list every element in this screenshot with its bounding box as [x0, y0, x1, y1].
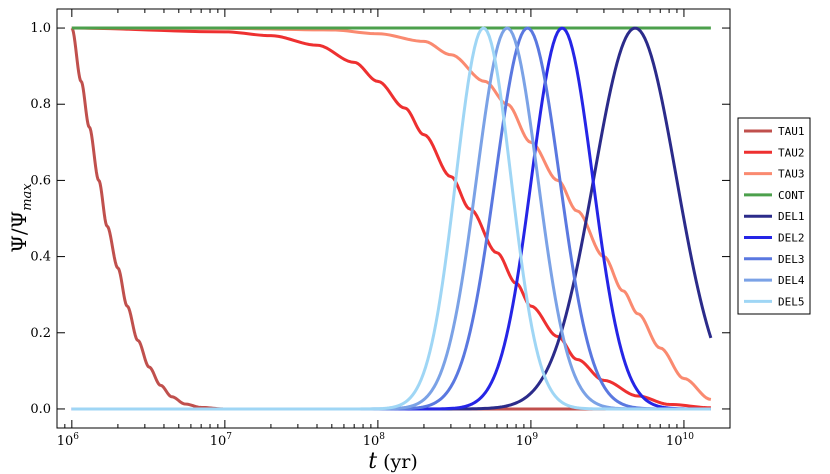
tick-layer: 106 107 108 109 1010 0.0 0.2 0.4 0.6 0.8 1.0 — [30, 9, 730, 449]
y-tick-label: 0.0 — [30, 402, 51, 417]
legend-label-tau2: TAU2 — [778, 146, 805, 159]
y-axis-label: Ψ/Ψmax — [7, 183, 35, 253]
series-layer — [70, 26, 713, 411]
x-axis-label-main: t — [368, 449, 377, 474]
x-tick-label: 109 — [516, 432, 539, 449]
series-line-del5 — [71, 26, 711, 411]
x-axis-label-unit: (yr) — [383, 451, 418, 473]
x-axis-label: t (yr) — [368, 449, 418, 474]
y-tick-label: 1.0 — [30, 21, 51, 36]
x-tick-label: 106 — [57, 432, 80, 449]
y-tick-label: 0.8 — [30, 97, 51, 112]
legend-label-del2: DEL2 — [778, 232, 805, 245]
series-line-tau2 — [71, 26, 711, 410]
legend-label-tau1: TAU1 — [778, 125, 805, 138]
y-axis-label-main: Ψ/Ψ — [7, 211, 31, 253]
legend-label-del3: DEL3 — [778, 253, 805, 266]
legend-label-del5: DEL5 — [778, 295, 805, 308]
legend-label-tau3: TAU3 — [778, 168, 805, 181]
legend-label-del4: DEL4 — [778, 274, 805, 287]
plot-area — [56, 8, 731, 429]
legend-label-cont: CONT — [778, 189, 805, 202]
x-tick-label: 108 — [363, 432, 386, 449]
legend: TAU1 TAU2 TAU3 CONT DEL1 DEL2 DEL3 DEL4 DEL5 — [737, 117, 811, 315]
x-tick-label: 1010 — [666, 432, 694, 449]
legend-label-del1: DEL1 — [778, 210, 805, 223]
x-tick-label: 107 — [210, 432, 233, 449]
y-tick-label: 0.6 — [30, 173, 51, 188]
series-line-tau3 — [71, 26, 712, 401]
y-tick-label: 0.2 — [30, 326, 51, 341]
y-axis-label-sub: max — [20, 183, 35, 211]
y-tick-label: 0.4 — [30, 250, 51, 265]
